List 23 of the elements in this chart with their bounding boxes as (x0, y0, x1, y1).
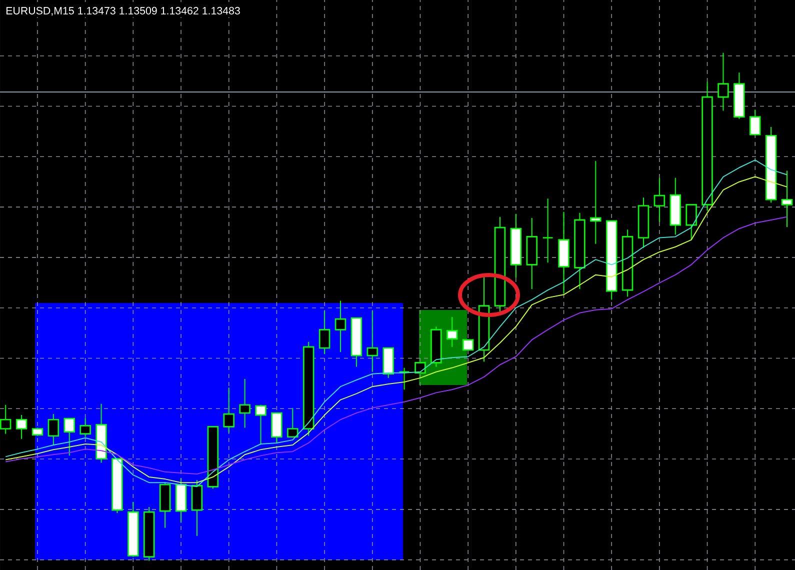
candlestick (398, 367, 410, 390)
candlestick (718, 52, 729, 112)
candlestick (287, 407, 298, 438)
candlestick (446, 316, 458, 348)
candlestick (750, 109, 761, 136)
candlestick (239, 378, 250, 428)
candlestick (223, 387, 234, 434)
candlestick (271, 412, 282, 444)
chart-title: EURUSD,M15 1.13473 1.13509 1.13462 1.13483 (6, 6, 240, 16)
candlestick (781, 170, 793, 228)
candlestick (255, 404, 266, 444)
candlestick (16, 414, 28, 440)
candlestick (64, 418, 75, 456)
candlestick (334, 300, 346, 353)
candlestick (462, 339, 474, 351)
candlestick (80, 418, 91, 438)
candlestick (542, 198, 554, 264)
candlestick (686, 204, 697, 240)
candlestick (48, 414, 60, 446)
candlestick (366, 310, 378, 372)
candlestick (590, 160, 602, 244)
candlestick (318, 310, 330, 355)
candlestick (654, 177, 666, 222)
